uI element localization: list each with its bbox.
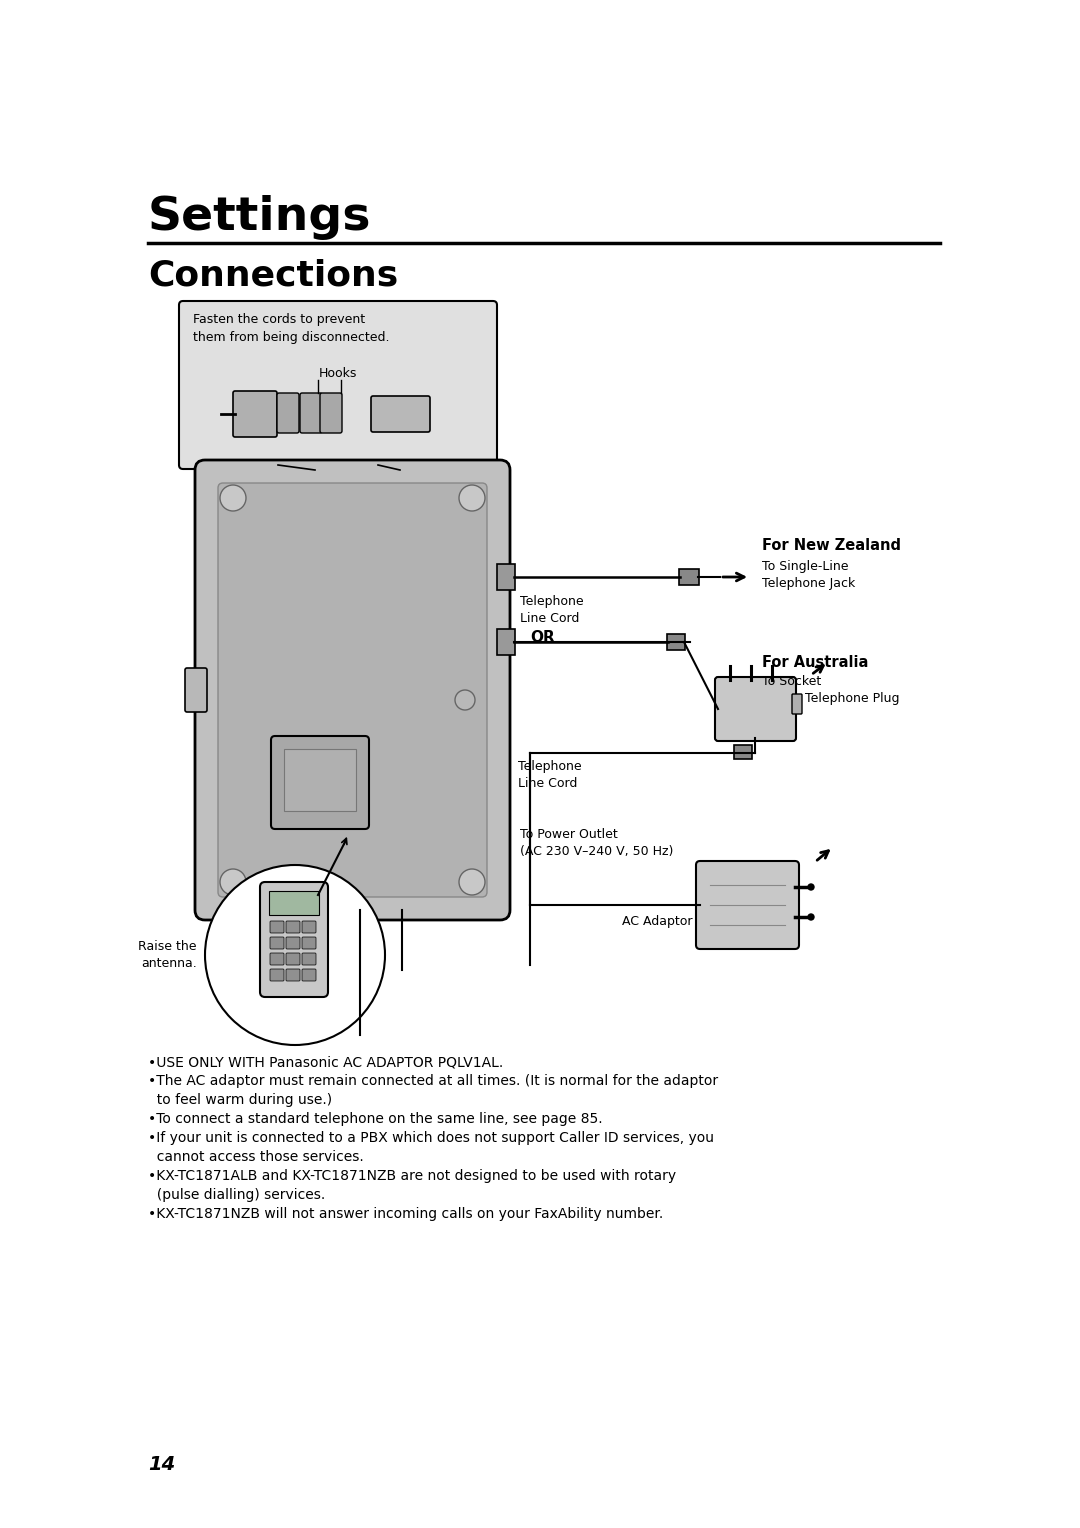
FancyBboxPatch shape (270, 953, 284, 966)
Circle shape (205, 865, 384, 1045)
Text: Fasten the cords to prevent
them from being disconnected.: Fasten the cords to prevent them from be… (193, 313, 390, 344)
FancyBboxPatch shape (302, 969, 316, 981)
FancyBboxPatch shape (260, 882, 328, 996)
FancyBboxPatch shape (179, 301, 497, 469)
Text: •USE ONLY WITH Panasonic AC ADAPTOR PQLV1AL.: •USE ONLY WITH Panasonic AC ADAPTOR PQLV… (148, 1054, 503, 1070)
Text: cannot access those services.: cannot access those services. (148, 1151, 364, 1164)
Text: For New Zealand: For New Zealand (762, 538, 901, 553)
FancyBboxPatch shape (276, 393, 299, 432)
FancyBboxPatch shape (286, 953, 300, 966)
Circle shape (459, 869, 485, 895)
Text: OR: OR (530, 630, 555, 645)
FancyBboxPatch shape (320, 393, 342, 432)
FancyBboxPatch shape (497, 564, 515, 590)
FancyBboxPatch shape (269, 891, 319, 915)
Text: To Power Outlet
(AC 230 V–240 V, 50 Hz): To Power Outlet (AC 230 V–240 V, 50 Hz) (519, 828, 673, 859)
Circle shape (808, 914, 814, 920)
FancyBboxPatch shape (286, 921, 300, 934)
Text: Raise the
antenna.: Raise the antenna. (138, 940, 197, 970)
Text: AC Adaptor: AC Adaptor (621, 915, 692, 927)
Text: Telephone Plug: Telephone Plug (805, 692, 900, 704)
FancyBboxPatch shape (300, 393, 322, 432)
Text: •To connect a standard telephone on the same line, see page 85.: •To connect a standard telephone on the … (148, 1112, 603, 1126)
FancyBboxPatch shape (270, 937, 284, 949)
Text: to feel warm during use.): to feel warm during use.) (148, 1093, 333, 1106)
FancyBboxPatch shape (372, 396, 430, 432)
Text: Hooks: Hooks (319, 367, 357, 380)
Text: •KX-TC1871ALB and KX-TC1871NZB are not designed to be used with rotary: •KX-TC1871ALB and KX-TC1871NZB are not d… (148, 1169, 676, 1183)
FancyBboxPatch shape (195, 460, 510, 920)
Circle shape (220, 869, 246, 895)
Text: Telephone
Line Cord: Telephone Line Cord (518, 759, 582, 790)
Circle shape (455, 691, 475, 711)
FancyBboxPatch shape (185, 668, 207, 712)
FancyBboxPatch shape (271, 736, 369, 830)
FancyBboxPatch shape (734, 746, 752, 759)
Text: •If your unit is connected to a PBX which does not support Caller ID services, y: •If your unit is connected to a PBX whic… (148, 1131, 714, 1144)
FancyBboxPatch shape (270, 969, 284, 981)
Text: Settings: Settings (148, 196, 372, 240)
FancyBboxPatch shape (302, 953, 316, 966)
Text: To Single-Line
Telephone Jack: To Single-Line Telephone Jack (762, 559, 855, 590)
Text: 14: 14 (148, 1455, 175, 1475)
FancyBboxPatch shape (284, 749, 356, 811)
FancyBboxPatch shape (286, 969, 300, 981)
Text: •The AC adaptor must remain connected at all times. (It is normal for the adapto: •The AC adaptor must remain connected at… (148, 1074, 718, 1088)
FancyBboxPatch shape (679, 568, 699, 585)
Text: For Australia: For Australia (762, 656, 868, 669)
FancyBboxPatch shape (233, 391, 276, 437)
Text: Telephone
Line Cord: Telephone Line Cord (519, 594, 583, 625)
FancyBboxPatch shape (302, 937, 316, 949)
FancyBboxPatch shape (286, 937, 300, 949)
Circle shape (220, 484, 246, 510)
FancyBboxPatch shape (715, 677, 796, 741)
FancyBboxPatch shape (497, 630, 515, 656)
Text: •KX-TC1871NZB will not answer incoming calls on your FaxAbility number.: •KX-TC1871NZB will not answer incoming c… (148, 1207, 663, 1221)
Text: Connections: Connections (148, 258, 399, 292)
FancyBboxPatch shape (667, 634, 685, 649)
Circle shape (808, 885, 814, 889)
FancyBboxPatch shape (792, 694, 802, 714)
FancyBboxPatch shape (218, 483, 487, 897)
FancyBboxPatch shape (302, 921, 316, 934)
Circle shape (459, 484, 485, 510)
Text: (pulse dialling) services.: (pulse dialling) services. (148, 1187, 325, 1203)
FancyBboxPatch shape (270, 921, 284, 934)
FancyBboxPatch shape (696, 860, 799, 949)
Text: To Socket: To Socket (762, 675, 821, 688)
